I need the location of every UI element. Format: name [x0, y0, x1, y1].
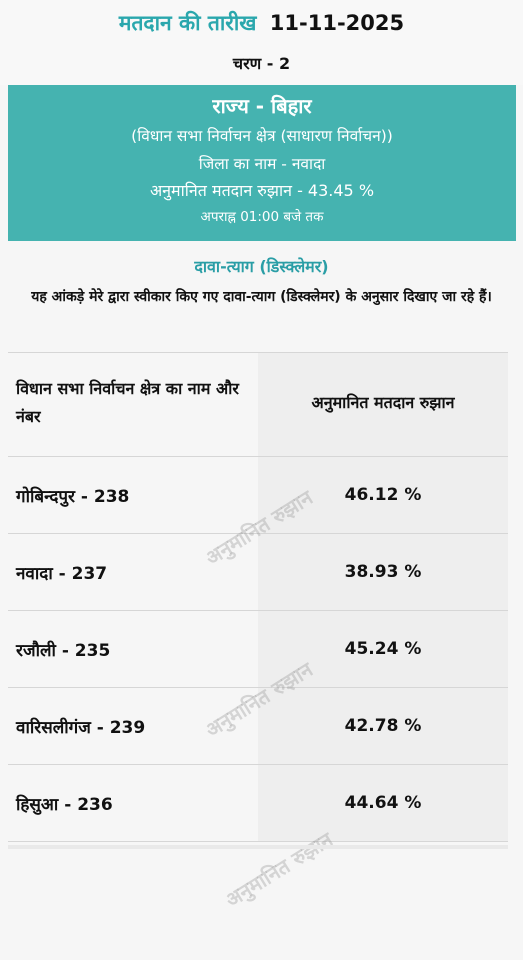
- disclaimer: दावा-त्याग (डिस्क्लेमर) यह आंकड़े मेरे द…: [0, 255, 523, 309]
- turnout-value: 38.93 %: [258, 534, 508, 610]
- header-turnout: अनुमानित मतदान रुझान: [258, 353, 508, 456]
- disclaimer-text: यह आंकड़े मेरे द्वारा स्वीकार किए गए दाव…: [31, 289, 492, 305]
- district-name: जिला का नाम - नवादा: [198, 155, 326, 173]
- poll-date-value: 11-11-2025: [269, 11, 405, 35]
- turnout-value: 46.12 %: [258, 457, 508, 533]
- table-header: विधान सभा निर्वाचन क्षेत्र का नाम और नंब…: [8, 352, 508, 457]
- phase-label: चरण - 2: [232, 54, 291, 73]
- turnout-table: विधान सभा निर्वाचन क्षेत्र का नाम और नंब…: [8, 352, 508, 842]
- turnout-value: 45.24 %: [258, 611, 508, 687]
- page-header: मतदान की तारीख 11-11-2025 चरण - 2: [0, 0, 523, 85]
- table-row: नवादा - 237 38.93 %: [8, 534, 508, 611]
- table-footer-strip: [8, 845, 508, 849]
- constituency-name: नवादा - 237: [16, 563, 108, 584]
- constituency-type: (विधान सभा निर्वाचन क्षेत्र (साधारण निर्…: [131, 127, 393, 145]
- poll-date-label: मतदान की तारीख: [118, 11, 257, 35]
- turnout-value: 44.64 %: [258, 765, 508, 841]
- constituency-name: रजौली - 235: [16, 640, 111, 661]
- info-banner: राज्य - बिहार (विधान सभा निर्वाचन क्षेत्…: [8, 85, 516, 241]
- poll-date: मतदान की तारीख 11-11-2025: [0, 0, 523, 38]
- constituency-name: वारिसलीगंज - 239: [16, 717, 146, 738]
- table-row: रजौली - 235 45.24 %: [8, 611, 508, 688]
- turnout-value: 42.78 %: [258, 688, 508, 764]
- table-row: गोबिन्दपुर - 238 46.12 %: [8, 457, 508, 534]
- table-row: हिसुआ - 236 44.64 %: [8, 765, 508, 842]
- disclaimer-title: दावा-त्याग (डिस्क्लेमर): [194, 257, 329, 276]
- time-note: अपराह्न 01:00 बजे तक: [200, 209, 324, 225]
- estimated-turnout: अनुमानित मतदान रुझान - 43.45 %: [149, 181, 375, 200]
- state-name: राज्य - बिहार: [212, 94, 312, 118]
- constituency-name: हिसुआ - 236: [16, 794, 113, 815]
- header-constituency: विधान सभा निर्वाचन क्षेत्र का नाम और नंब…: [16, 379, 239, 426]
- table-row: वारिसलीगंज - 239 42.78 %: [8, 688, 508, 765]
- constituency-name: गोबिन्दपुर - 238: [16, 486, 130, 507]
